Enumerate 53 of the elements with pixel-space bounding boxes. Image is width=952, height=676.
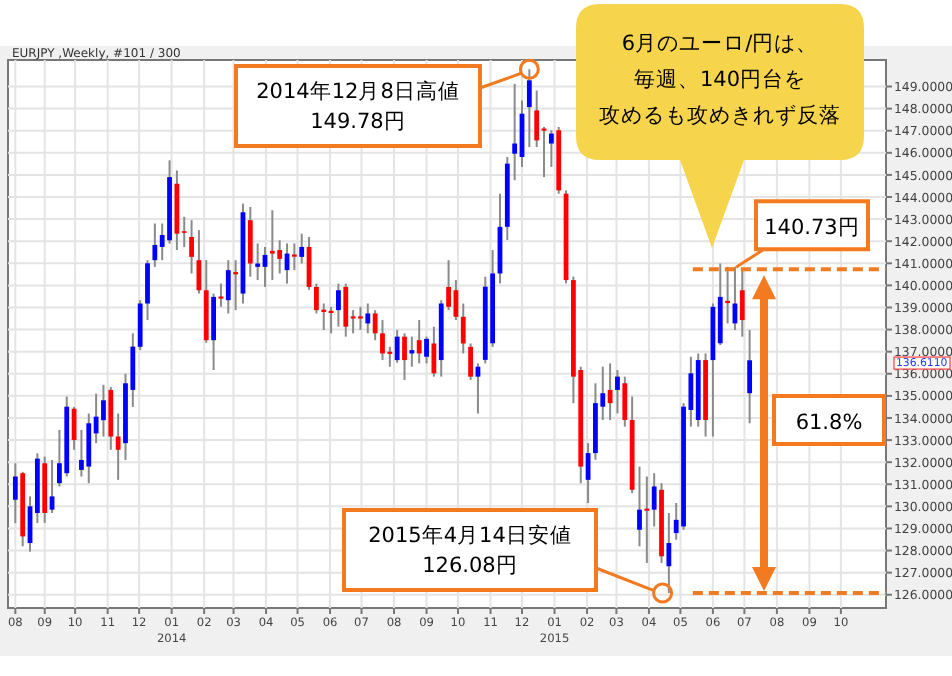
candlestick [189, 219, 194, 275]
candlestick [424, 335, 429, 365]
candlestick [137, 299, 143, 352]
candlestick [380, 319, 385, 362]
candlestick [277, 239, 283, 275]
candlestick [446, 259, 451, 312]
candlestick [644, 475, 650, 564]
candlestick [637, 465, 642, 548]
candlestick [365, 302, 371, 335]
candlestick [512, 82, 518, 182]
candlestick [269, 209, 275, 282]
candlestick [299, 232, 305, 265]
candlestick [211, 292, 216, 372]
candlestick [12, 462, 18, 525]
candlestick [615, 369, 620, 415]
candlestick [534, 89, 540, 149]
candlestick [402, 332, 407, 381]
candlestick [358, 305, 363, 332]
ref-line-label: 140.73円 [764, 216, 860, 241]
candlestick [343, 282, 349, 338]
candlestick [409, 335, 415, 368]
candlestick [336, 282, 341, 328]
annotation: 6月のユーロ/円は、毎週、140円台を攻めるも攻めきれず反落 [599, 32, 841, 128]
candlestick [651, 472, 657, 528]
candlestick [607, 362, 613, 421]
candlestick [468, 342, 473, 381]
candlestick [101, 383, 106, 438]
candlestick [247, 205, 253, 278]
candlestick [739, 268, 745, 338]
candlestick [460, 302, 466, 355]
candlestick [725, 265, 730, 325]
annotation: 61.8% [795, 411, 863, 435]
candlestick [747, 329, 753, 425]
annotation: 2014年12月8日高値 149.78円 [256, 78, 460, 134]
candlestick [145, 259, 150, 322]
candlestick [86, 412, 92, 485]
candlestick [394, 329, 400, 364]
candlestick [79, 428, 84, 478]
candlestick [218, 282, 224, 308]
candlestick [152, 222, 158, 268]
candlestick [431, 325, 437, 378]
candlestick [526, 68, 532, 149]
candlestick [291, 242, 297, 272]
candlestick [225, 259, 231, 315]
annotation: 2015年4月14日安値 126.08円 [368, 522, 572, 578]
candlestick [416, 319, 422, 365]
candlestick [321, 302, 327, 332]
candlestick [233, 259, 239, 312]
candlestick [255, 242, 261, 282]
candlestick [314, 282, 319, 315]
candlestick [548, 129, 554, 168]
candlestick [108, 386, 114, 451]
candlestick [622, 375, 628, 428]
